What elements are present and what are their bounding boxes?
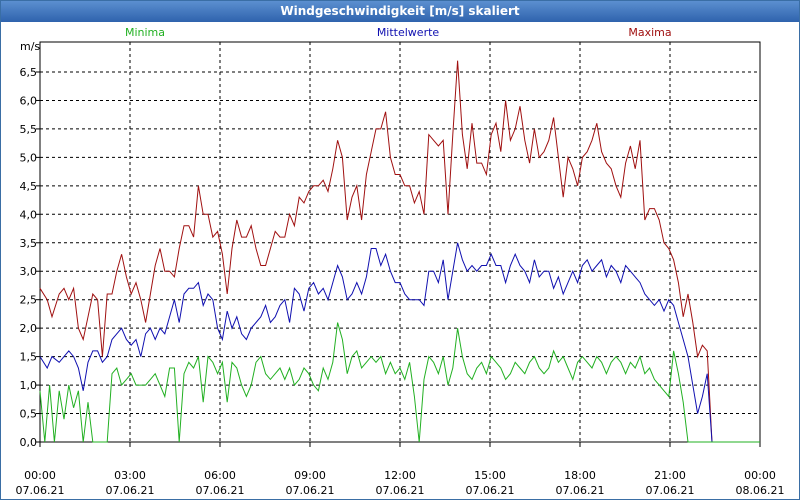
y-tick-label: 6,0 bbox=[20, 94, 38, 107]
x-tick-time: 21:00 bbox=[654, 469, 686, 482]
y-tick-label: 2,5 bbox=[20, 294, 38, 307]
x-tick-time: 03:00 bbox=[114, 469, 146, 482]
x-tick-date: 07.06.21 bbox=[466, 484, 515, 497]
y-axis-label: m/s bbox=[20, 40, 40, 53]
y-tick-label: 5,0 bbox=[20, 151, 38, 164]
y-tick-label: 5,5 bbox=[20, 123, 38, 136]
y-tick-label: 0,0 bbox=[20, 436, 38, 449]
x-tick-time: 06:00 bbox=[204, 469, 236, 482]
x-tick-time: 15:00 bbox=[474, 469, 506, 482]
y-tick-label: 3,5 bbox=[20, 237, 38, 250]
series-mittelwerte-line bbox=[39, 242, 760, 443]
plot-area bbox=[39, 41, 761, 443]
x-tick-date: 07.06.21 bbox=[286, 484, 335, 497]
y-tick-label: 1,0 bbox=[20, 379, 38, 392]
x-tick-date: 07.06.21 bbox=[16, 484, 65, 497]
legend-maxima: Maxima bbox=[628, 26, 671, 39]
y-tick-label: 2,0 bbox=[20, 322, 38, 335]
y-tick-label: 4,5 bbox=[20, 180, 38, 193]
x-tick-time: 00:00 bbox=[24, 469, 56, 482]
window-title: Windgeschwindigkeit [m/s] skaliert bbox=[1, 1, 799, 22]
x-tick-time: 18:00 bbox=[564, 469, 596, 482]
x-tick-time: 12:00 bbox=[384, 469, 416, 482]
y-tick-label: 4,0 bbox=[20, 208, 38, 221]
y-tick-label: 1,5 bbox=[20, 351, 38, 364]
legend-mittelwerte: Mittelwerte bbox=[377, 26, 440, 39]
legend-minima: Minima bbox=[125, 26, 165, 39]
series-maxima-line bbox=[39, 60, 760, 443]
y-tick-label: 6,5 bbox=[20, 66, 38, 79]
series-minima-line bbox=[39, 322, 760, 443]
x-tick-date: 07.06.21 bbox=[376, 484, 425, 497]
x-tick-date: 08.06.21 bbox=[736, 484, 785, 497]
x-tick-date: 07.06.21 bbox=[106, 484, 155, 497]
x-tick-date: 07.06.21 bbox=[556, 484, 605, 497]
y-tick-label: 3,0 bbox=[20, 265, 38, 278]
x-tick-time: 00:00 bbox=[744, 469, 776, 482]
x-tick-time: 09:00 bbox=[294, 469, 326, 482]
x-tick-date: 07.06.21 bbox=[196, 484, 245, 497]
x-tick-date: 07.06.21 bbox=[646, 484, 695, 497]
y-tick-label: 0,5 bbox=[20, 408, 38, 421]
